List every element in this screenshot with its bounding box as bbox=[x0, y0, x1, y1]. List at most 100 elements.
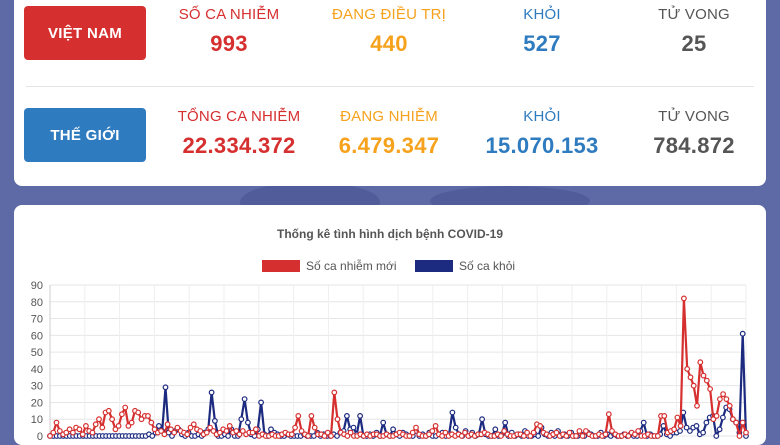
series-1-point[interactable] bbox=[122, 404, 129, 411]
series-2-point[interactable] bbox=[452, 424, 459, 431]
series-1-point[interactable] bbox=[223, 428, 230, 434]
series-2-point[interactable] bbox=[211, 417, 218, 424]
series-1-point[interactable] bbox=[681, 295, 687, 302]
series-1-point[interactable] bbox=[115, 422, 122, 429]
series-1-point[interactable] bbox=[700, 372, 707, 379]
series-1-point[interactable] bbox=[524, 429, 530, 436]
series-2-point[interactable] bbox=[268, 426, 274, 433]
series-1-point[interactable] bbox=[184, 431, 191, 438]
series-1-point[interactable] bbox=[109, 416, 115, 423]
legend-label-1[interactable]: Số ca nhiễm mới bbox=[306, 258, 397, 273]
series-1-point[interactable] bbox=[331, 389, 338, 396]
series-1-point[interactable] bbox=[743, 429, 749, 436]
series-1-point[interactable] bbox=[135, 409, 142, 416]
series-1-point[interactable] bbox=[726, 402, 733, 409]
series-2-point[interactable] bbox=[693, 422, 700, 429]
series-1-point[interactable] bbox=[63, 429, 70, 436]
series-1-point[interactable] bbox=[66, 426, 73, 433]
series-1-point[interactable] bbox=[105, 407, 112, 414]
series-1-point[interactable] bbox=[239, 428, 246, 434]
series-1-point[interactable] bbox=[249, 429, 256, 436]
series-2-point[interactable] bbox=[683, 424, 690, 431]
series-1-point[interactable] bbox=[187, 424, 194, 431]
series-1-point[interactable] bbox=[703, 377, 710, 384]
series-1-point[interactable] bbox=[161, 431, 168, 438]
series-1-point[interactable] bbox=[723, 396, 730, 403]
series-1-point[interactable] bbox=[118, 411, 125, 418]
series-1-point[interactable] bbox=[707, 386, 713, 392]
series-1-point[interactable] bbox=[501, 428, 508, 434]
series-1-point[interactable] bbox=[602, 431, 609, 438]
series-1-point[interactable] bbox=[138, 416, 145, 423]
series-1-point[interactable] bbox=[236, 431, 243, 438]
vietnam-button[interactable]: VIỆT NAM bbox=[24, 6, 146, 60]
series-2-point[interactable] bbox=[244, 419, 251, 426]
series-1-point[interactable] bbox=[174, 424, 181, 431]
series-1-point[interactable] bbox=[82, 422, 89, 429]
series-2-point[interactable] bbox=[241, 396, 248, 403]
series-1-point[interactable] bbox=[99, 424, 106, 431]
series-1-point[interactable] bbox=[609, 428, 615, 434]
series-1-point[interactable] bbox=[739, 419, 746, 426]
series-1-point[interactable] bbox=[553, 429, 560, 436]
series-1-point[interactable] bbox=[145, 412, 151, 419]
series-2-point[interactable] bbox=[492, 426, 499, 433]
series-1-point[interactable] bbox=[717, 396, 723, 403]
series-1-point[interactable] bbox=[583, 428, 589, 434]
series-2-point[interactable] bbox=[640, 419, 647, 426]
series-1-point[interactable] bbox=[308, 412, 315, 419]
series-1-point[interactable] bbox=[674, 414, 681, 421]
series-1-point[interactable] bbox=[89, 429, 96, 436]
series-2-point[interactable] bbox=[502, 419, 509, 426]
series-1-point[interactable] bbox=[677, 422, 684, 429]
series-1-point[interactable] bbox=[462, 429, 468, 436]
world-button[interactable]: THẾ GIỚI bbox=[24, 108, 146, 162]
series-2-point[interactable] bbox=[344, 412, 350, 419]
series-1-point[interactable] bbox=[112, 426, 119, 433]
series-1-point[interactable] bbox=[70, 429, 76, 436]
series-2-point[interactable] bbox=[238, 416, 245, 423]
series-1-point[interactable] bbox=[334, 416, 341, 423]
series-2-point[interactable] bbox=[162, 384, 169, 391]
series-2-point[interactable] bbox=[703, 419, 710, 426]
series-1-point[interactable] bbox=[128, 419, 135, 426]
series-1-point[interactable] bbox=[50, 429, 57, 436]
series-1-point[interactable] bbox=[432, 422, 439, 429]
series-2-point[interactable] bbox=[380, 419, 387, 426]
series-1-point[interactable] bbox=[56, 428, 63, 434]
series-2-point[interactable] bbox=[350, 424, 357, 431]
series-2-point[interactable] bbox=[720, 414, 726, 421]
series-2-point[interactable] bbox=[700, 429, 706, 436]
series-1-point[interactable] bbox=[311, 424, 318, 431]
series-1-point[interactable] bbox=[151, 426, 158, 433]
series-1-point[interactable] bbox=[576, 428, 583, 434]
series-1-point[interactable] bbox=[125, 422, 132, 429]
series-1-point[interactable] bbox=[530, 429, 537, 436]
series-2-point[interactable] bbox=[449, 409, 456, 416]
series-1-point[interactable] bbox=[295, 412, 302, 419]
series-1-point[interactable] bbox=[197, 428, 204, 434]
series-2-point[interactable] bbox=[390, 426, 397, 433]
series-1-point[interactable] bbox=[207, 424, 214, 431]
series-1-point[interactable] bbox=[687, 374, 694, 381]
series-2-point[interactable] bbox=[155, 422, 162, 429]
series-1-point[interactable] bbox=[605, 411, 612, 418]
series-1-point[interactable] bbox=[730, 416, 736, 423]
series-2-point[interactable] bbox=[258, 399, 265, 406]
series-1-point[interactable] bbox=[442, 429, 449, 436]
series-1-point[interactable] bbox=[661, 412, 668, 419]
series-1-point[interactable] bbox=[324, 429, 331, 436]
series-1-point[interactable] bbox=[694, 402, 700, 409]
series-1-point[interactable] bbox=[690, 382, 697, 389]
series-1-point[interactable] bbox=[53, 419, 60, 426]
series-2-point[interactable] bbox=[677, 428, 683, 434]
series-1-point[interactable] bbox=[167, 426, 174, 433]
series-1-point[interactable] bbox=[252, 426, 259, 433]
series-1-point[interactable] bbox=[298, 428, 305, 434]
series-1-point[interactable] bbox=[233, 428, 240, 434]
series-2-point[interactable] bbox=[208, 389, 215, 396]
series-2-point[interactable] bbox=[716, 426, 723, 433]
series-2-point[interactable] bbox=[479, 416, 486, 423]
series-1-point[interactable] bbox=[171, 429, 178, 436]
series-1-point[interactable] bbox=[671, 426, 677, 433]
